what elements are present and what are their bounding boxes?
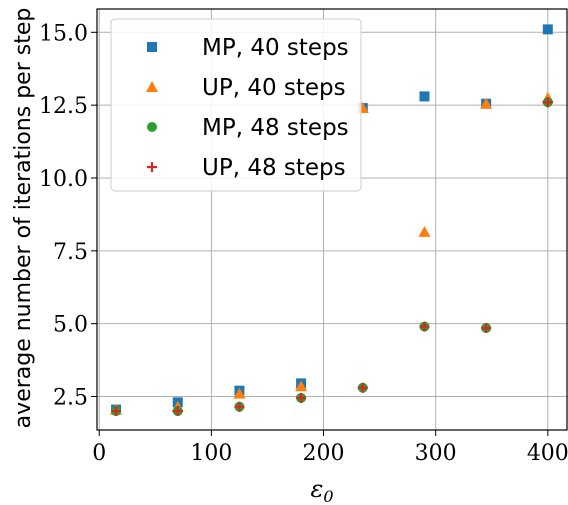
data-point xyxy=(111,406,122,417)
data-point xyxy=(542,24,553,35)
data-point xyxy=(295,380,308,392)
y-axis-label: average number of iterations per step xyxy=(11,8,36,429)
legend-entry-label: UP, 48 steps xyxy=(202,155,346,181)
y-tick-label: 7.5 xyxy=(53,240,88,265)
data-point xyxy=(357,382,368,393)
legend-marker xyxy=(147,122,157,132)
y-tick-label: 2.5 xyxy=(53,385,88,410)
legend-marker xyxy=(147,162,157,172)
data-point xyxy=(419,91,430,102)
y-tick-label: 10.0 xyxy=(39,167,88,192)
legend-entry-label: MP, 40 steps xyxy=(202,35,349,61)
x-tick-label: 300 xyxy=(415,441,457,466)
y-tick-label: 12.5 xyxy=(39,94,88,119)
x-axis-label-symbol: ε xyxy=(310,475,323,503)
data-point xyxy=(234,401,245,412)
plot-frame xyxy=(96,8,568,431)
x-tick-label: 100 xyxy=(190,441,232,466)
legend-entry-label: MP, 48 steps xyxy=(202,115,349,141)
legend-marker xyxy=(147,42,157,52)
x-tick-label: 400 xyxy=(527,441,568,466)
data-point xyxy=(296,392,307,403)
data-point xyxy=(480,97,493,109)
data-point xyxy=(233,387,246,399)
x-tick-label: 200 xyxy=(303,441,345,466)
legend-marker xyxy=(146,81,158,92)
data-point xyxy=(418,225,431,237)
data-point xyxy=(481,323,492,334)
y-tick-label: 15.0 xyxy=(39,21,88,46)
data-point xyxy=(172,406,183,417)
data-point xyxy=(542,97,553,108)
data-point xyxy=(419,321,430,332)
x-axis-label-subscript: 0 xyxy=(323,487,333,505)
data-points xyxy=(110,24,554,417)
x-tick-label: 0 xyxy=(92,441,106,466)
y-tick-label: 5.0 xyxy=(53,313,88,338)
legend: MP, 40 steps UP, 40 steps MP, 48 steps UP, … xyxy=(110,18,362,192)
legend-entry-label: UP, 40 steps xyxy=(202,75,346,101)
x-axis-label: ε0 xyxy=(310,475,333,505)
series-3 xyxy=(111,97,553,417)
legend-box xyxy=(110,18,362,192)
axis-ticks: 0 100 200 300 400 2.5 5.0 7.5 10.0 12.5 15.0 xyxy=(39,21,568,466)
